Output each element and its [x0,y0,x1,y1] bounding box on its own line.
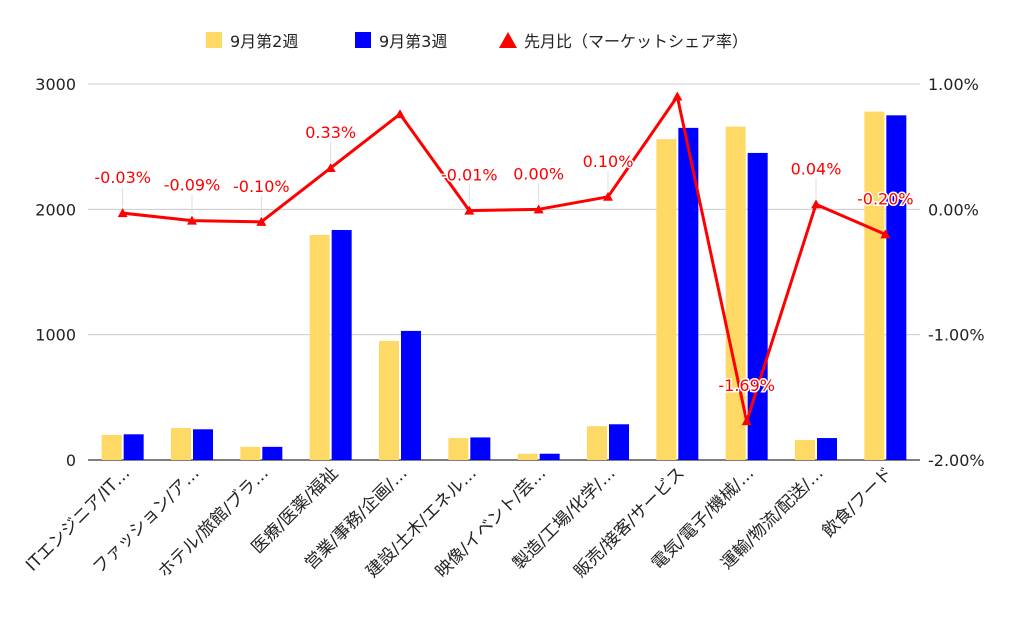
left-axis-tick-label: 1000 [35,326,76,345]
share-ratio-data-label: -0.09% [164,176,221,195]
bar-week3 [262,446,283,460]
bar-week3 [678,127,699,460]
share-ratio-data-label: -0.10% [233,177,290,196]
share-ratio-marker [256,216,267,226]
bar-week2 [379,340,399,460]
share-ratio-marker [603,191,613,201]
bar-week2 [448,438,469,460]
right-axis-tick-label: -1.00% [928,326,985,345]
share-ratio-marker [811,199,821,209]
bar-week2 [656,139,677,460]
bar-week3 [817,438,837,460]
bar-week3 [886,115,907,460]
legend-swatch-week3 [355,32,371,48]
bar-week2 [101,434,122,460]
bar-week2 [864,111,885,460]
right-axis-tick-label: -2.00% [928,451,985,470]
bar-week3 [539,453,560,460]
share-ratio-data-label: 0.00% [513,164,564,183]
share-ratio-line [122,95,886,423]
share-ratio-marker [464,205,475,215]
share-ratio-marker [880,229,891,239]
bar-week3 [193,429,213,460]
share-ratio-data-label: -1.69% [718,376,775,395]
bar-week2 [795,439,815,460]
bar-week2 [725,126,746,460]
left-axis-tick-label: 2000 [35,200,76,219]
legend-label: 9月第3週 [379,32,447,51]
legend-label: 9月第2週 [230,32,298,51]
share-ratio-marker [117,208,128,218]
legend-swatch-week2 [206,32,222,48]
bar-week3 [123,434,144,460]
legend-marker-share-ratio [499,32,517,48]
left-axis-tick-label: 3000 [35,75,76,94]
share-ratio-data-label: 0.10% [583,152,634,171]
share-ratio-data-label: -0.20% [857,189,914,208]
left-axis-tick-label: 0 [66,451,76,470]
bar-week2 [171,428,191,460]
axes: 0100020003000-2.00%-1.00%0.00%1.00%ITエンジ… [22,75,985,582]
right-axis-tick-label: 0.00% [928,200,979,219]
bar-week2 [240,446,261,460]
share-ratio-marker [533,204,544,214]
bar-week2 [587,426,607,460]
share-ratio-marker [741,416,752,426]
bar-week2 [517,453,538,460]
share-ratio-data-label: 0.33% [305,123,356,142]
share-ratio-data-label: -0.01% [441,166,498,185]
bar-series [101,111,907,460]
legend: 9月第2週 9月第3週 先月比（マーケットシェア率） [206,32,748,51]
data-labels: -0.03% -0.09% -0.10% 0.33% -0.01% 0.00% 0.10% -… [93,121,915,416]
bar-week3 [609,424,629,460]
bar-week3 [470,437,491,460]
bar-week3 [747,152,768,460]
share-ratio-data-label: -0.03% [94,168,151,187]
bar-week3 [401,330,421,460]
bar-week2 [309,235,330,460]
line-series [117,91,891,426]
share-ratio-marker [187,215,197,225]
share-ratio-marker [672,91,683,101]
share-ratio-marker [325,162,336,172]
share-ratio-marker [395,109,405,119]
right-axis-tick-label: 1.00% [928,75,979,94]
legend-label: 先月比（マーケットシェア率） [524,32,748,51]
share-ratio-data-label: 0.04% [791,159,842,178]
bar-week3 [331,230,352,460]
category-label: 飲食/フード [819,463,897,541]
